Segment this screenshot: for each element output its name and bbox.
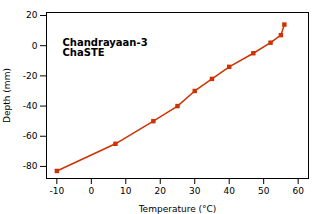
svg-text:0: 0 xyxy=(88,186,94,196)
svg-text:20: 20 xyxy=(155,186,167,196)
svg-text:-60: -60 xyxy=(23,131,38,141)
svg-text:40: 40 xyxy=(223,186,235,196)
svg-text:Depth (mm): Depth (mm) xyxy=(2,68,12,123)
svg-text:60: 60 xyxy=(292,186,304,196)
svg-text:30: 30 xyxy=(189,186,201,196)
svg-text:0: 0 xyxy=(32,41,38,51)
svg-text:-40: -40 xyxy=(23,101,38,111)
svg-text:-20: -20 xyxy=(23,71,38,81)
svg-text:-80: -80 xyxy=(23,161,38,171)
svg-text:-10: -10 xyxy=(49,186,64,196)
svg-text:50: 50 xyxy=(258,186,270,196)
svg-text:10: 10 xyxy=(120,186,132,196)
svg-text:Temperature (°C): Temperature (°C) xyxy=(138,204,217,214)
svg-text:20: 20 xyxy=(26,10,38,20)
svg-text:Chandrayaan-3ChaSTE: Chandrayaan-3ChaSTE xyxy=(63,37,148,58)
